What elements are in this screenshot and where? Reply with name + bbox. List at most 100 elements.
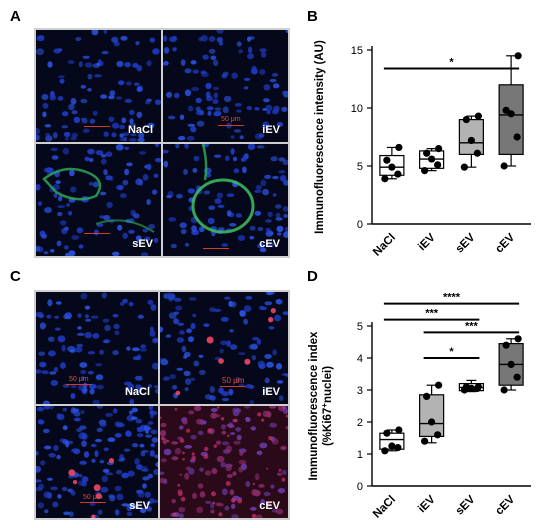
- nucleus: [257, 226, 264, 232]
- nucleus: [272, 175, 279, 180]
- nucleus: [152, 48, 160, 55]
- nucleus: [182, 420, 188, 425]
- nucleus: [73, 411, 81, 417]
- nucleus: [84, 62, 93, 68]
- ki67-positive-nucleus: [218, 358, 224, 364]
- nucleus: [265, 230, 273, 237]
- nucleus: [208, 48, 216, 54]
- nucleus: [247, 53, 254, 60]
- nucleus: [249, 225, 256, 231]
- nucleus: [256, 338, 262, 345]
- nucleus: [116, 60, 124, 68]
- nucleus: [96, 384, 104, 390]
- nucleus: [89, 388, 95, 395]
- nucleus: [136, 111, 143, 119]
- nucleus: [281, 469, 287, 475]
- nucleus: [226, 340, 231, 347]
- nucleus: [229, 489, 235, 496]
- nucleus: [259, 69, 266, 75]
- nucleus: [51, 155, 59, 160]
- nucleus: [63, 511, 71, 516]
- data-point: [423, 149, 431, 157]
- nucleus: [216, 455, 225, 463]
- nucleus: [183, 351, 191, 358]
- nucleus: [68, 250, 76, 256]
- nucleus: [173, 318, 180, 325]
- nucleus: [269, 406, 277, 409]
- ki67-positive-nucleus: [179, 473, 182, 476]
- nucleus: [207, 110, 212, 116]
- nucleus: [114, 509, 120, 516]
- nucleus: [61, 344, 66, 352]
- ki67-positive-nucleus: [285, 414, 288, 418]
- nucleus: [37, 502, 45, 509]
- nucleus: [247, 144, 256, 150]
- panel-letter-c: C: [10, 268, 21, 285]
- nucleus: [126, 503, 135, 508]
- micrograph-c-sev: 50 μm sEV: [36, 406, 158, 518]
- nucleus: [70, 136, 77, 141]
- nucleus: [255, 184, 262, 190]
- nucleus: [50, 147, 58, 152]
- nucleus: [258, 484, 265, 488]
- nucleus: [164, 47, 170, 54]
- nucleus: [285, 30, 288, 33]
- nucleus: [57, 75, 65, 79]
- nucleus: [104, 324, 111, 332]
- nucleus: [281, 106, 288, 112]
- data-point: [423, 392, 431, 400]
- nucleus: [37, 201, 43, 206]
- nucleus: [259, 442, 268, 449]
- nucleus: [46, 314, 52, 319]
- nucleus: [92, 399, 100, 404]
- significance-label: *: [449, 57, 454, 69]
- nucleus: [43, 491, 51, 499]
- nucleus: [95, 438, 102, 443]
- nucleus: [254, 189, 262, 193]
- nucleus: [235, 376, 241, 383]
- nucleus: [250, 343, 258, 350]
- nucleus: [90, 443, 96, 447]
- nucleus: [108, 116, 115, 123]
- nucleus: [179, 330, 185, 335]
- nucleus: [199, 226, 205, 233]
- nucleus: [138, 151, 147, 155]
- nucleus: [230, 148, 235, 155]
- data-point: [513, 133, 521, 141]
- nucleus: [174, 92, 180, 99]
- nucleus: [129, 118, 134, 124]
- nucleus: [160, 326, 164, 333]
- nucleus: [149, 330, 156, 337]
- data-point: [388, 163, 396, 171]
- nucleus: [211, 468, 218, 475]
- ki67-positive-nucleus: [108, 458, 115, 464]
- nucleus: [92, 63, 100, 69]
- nucleus: [183, 168, 188, 175]
- nucleus: [132, 347, 140, 352]
- nucleus: [235, 427, 241, 432]
- ki67-positive-nucleus: [268, 316, 274, 323]
- nucleus: [163, 376, 170, 381]
- nucleus: [44, 207, 52, 214]
- nucleus: [107, 437, 116, 442]
- micrograph-label: sEV: [132, 238, 153, 250]
- nucleus: [85, 318, 92, 322]
- data-point: [514, 52, 522, 60]
- nucleus: [186, 135, 195, 141]
- scale-bar: [84, 233, 110, 234]
- micrograph-a-sev: sEV: [36, 144, 161, 256]
- ki67-positive-nucleus: [244, 358, 251, 365]
- nucleus: [276, 225, 284, 233]
- y-tick-label: 5: [357, 161, 363, 173]
- nucleus: [56, 240, 62, 247]
- nucleus: [77, 313, 82, 318]
- nucleus: [163, 62, 168, 66]
- nucleus: [272, 73, 279, 77]
- nucleus: [272, 83, 280, 89]
- nucleus: [105, 472, 114, 476]
- nucleus: [145, 434, 152, 438]
- nucleus: [238, 49, 243, 54]
- nucleus: [234, 103, 242, 107]
- nucleus: [53, 445, 59, 451]
- micrograph-background: [160, 292, 288, 404]
